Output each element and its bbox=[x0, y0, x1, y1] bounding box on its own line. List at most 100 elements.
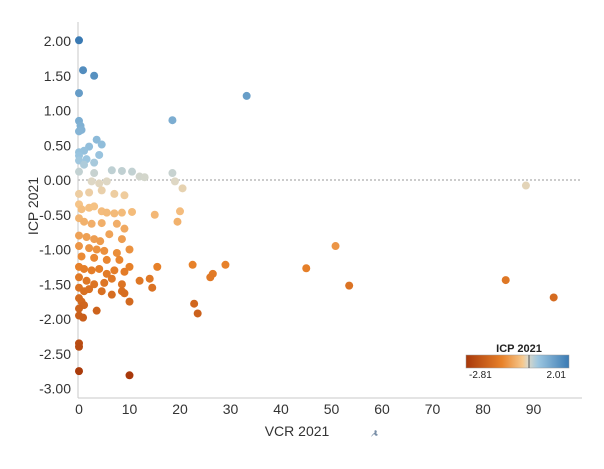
data-point[interactable] bbox=[75, 231, 83, 240]
data-point[interactable] bbox=[79, 66, 88, 75]
data-point[interactable] bbox=[100, 246, 109, 255]
data-point[interactable] bbox=[77, 205, 86, 214]
data-point[interactable] bbox=[75, 242, 83, 251]
data-point[interactable] bbox=[97, 287, 106, 296]
data-point[interactable] bbox=[302, 264, 311, 273]
data-point[interactable] bbox=[92, 306, 101, 315]
data-point[interactable] bbox=[90, 235, 99, 244]
data-point[interactable] bbox=[75, 367, 83, 376]
data-point[interactable] bbox=[95, 150, 104, 159]
data-point[interactable] bbox=[80, 217, 89, 226]
data-point[interactable] bbox=[110, 209, 119, 218]
data-point[interactable] bbox=[125, 297, 134, 306]
data-point[interactable] bbox=[193, 309, 202, 318]
data-point[interactable] bbox=[345, 281, 354, 290]
data-point[interactable] bbox=[120, 289, 129, 298]
data-point[interactable] bbox=[85, 285, 94, 294]
data-point[interactable] bbox=[102, 177, 111, 186]
data-point[interactable] bbox=[107, 290, 116, 299]
data-point[interactable] bbox=[125, 371, 134, 380]
data-point[interactable] bbox=[85, 244, 94, 253]
data-point[interactable] bbox=[107, 166, 116, 175]
data-point[interactable] bbox=[112, 219, 121, 228]
data-point[interactable] bbox=[79, 313, 88, 322]
data-point[interactable] bbox=[97, 140, 106, 149]
data-points[interactable] bbox=[75, 36, 558, 380]
data-point[interactable] bbox=[168, 116, 177, 125]
data-point[interactable] bbox=[190, 299, 199, 308]
data-point[interactable] bbox=[102, 255, 111, 264]
data-point[interactable] bbox=[501, 276, 510, 285]
data-point[interactable] bbox=[85, 188, 94, 197]
data-point[interactable] bbox=[90, 280, 99, 289]
data-point[interactable] bbox=[97, 219, 106, 228]
data-point[interactable] bbox=[168, 169, 177, 178]
data-point[interactable] bbox=[90, 169, 99, 178]
data-point[interactable] bbox=[176, 207, 184, 216]
data-point[interactable] bbox=[92, 245, 101, 254]
data-point[interactable] bbox=[75, 36, 83, 45]
data-point[interactable] bbox=[90, 71, 99, 80]
data-point[interactable] bbox=[77, 252, 86, 261]
data-point[interactable] bbox=[120, 267, 129, 276]
data-point[interactable] bbox=[82, 276, 91, 285]
data-point[interactable] bbox=[120, 224, 129, 233]
data-point[interactable] bbox=[102, 269, 111, 278]
data-point[interactable] bbox=[102, 208, 111, 217]
data-point[interactable] bbox=[145, 274, 154, 283]
data-point[interactable] bbox=[87, 177, 96, 186]
data-point[interactable] bbox=[115, 255, 124, 264]
data-point[interactable] bbox=[75, 342, 83, 351]
data-point[interactable] bbox=[75, 273, 83, 282]
color-legend[interactable]: ICP 2021 -2.81 2.01 bbox=[465, 343, 570, 381]
data-point[interactable] bbox=[549, 293, 558, 302]
data-point[interactable] bbox=[110, 189, 119, 198]
data-point[interactable] bbox=[117, 280, 126, 289]
data-point[interactable] bbox=[75, 189, 83, 198]
data-point[interactable] bbox=[173, 217, 182, 226]
data-point[interactable] bbox=[82, 232, 91, 241]
data-point[interactable] bbox=[96, 237, 105, 246]
data-point[interactable] bbox=[128, 207, 137, 216]
data-point[interactable] bbox=[221, 260, 230, 269]
data-point[interactable] bbox=[80, 160, 89, 169]
data-point[interactable] bbox=[75, 127, 83, 136]
data-point[interactable] bbox=[153, 262, 162, 271]
data-point[interactable] bbox=[97, 186, 106, 195]
data-point[interactable] bbox=[92, 135, 101, 144]
data-point[interactable] bbox=[90, 202, 99, 211]
data-point[interactable] bbox=[125, 262, 134, 271]
data-point[interactable] bbox=[120, 191, 129, 200]
data-point[interactable] bbox=[90, 253, 99, 262]
data-point[interactable] bbox=[75, 304, 83, 313]
data-point[interactable] bbox=[107, 274, 116, 283]
data-point[interactable] bbox=[80, 264, 89, 273]
data-point[interactable] bbox=[87, 219, 96, 228]
data-point[interactable] bbox=[90, 158, 99, 167]
data-point[interactable] bbox=[112, 248, 121, 257]
data-point[interactable] bbox=[521, 181, 530, 190]
data-point[interactable] bbox=[117, 235, 126, 244]
data-point[interactable] bbox=[150, 210, 159, 219]
data-point[interactable] bbox=[95, 179, 104, 188]
data-point[interactable] bbox=[242, 91, 251, 100]
data-point[interactable] bbox=[87, 266, 96, 275]
data-point[interactable] bbox=[206, 273, 215, 282]
data-point[interactable] bbox=[75, 89, 83, 98]
data-point[interactable] bbox=[117, 208, 126, 217]
data-point[interactable] bbox=[110, 266, 119, 275]
pin-icon[interactable] bbox=[371, 430, 378, 437]
data-point[interactable] bbox=[125, 245, 134, 254]
data-point[interactable] bbox=[148, 283, 157, 292]
data-point[interactable] bbox=[178, 184, 187, 193]
data-point[interactable] bbox=[95, 264, 104, 273]
data-point[interactable] bbox=[75, 167, 83, 176]
data-point[interactable] bbox=[170, 177, 179, 186]
data-point[interactable] bbox=[128, 167, 137, 176]
data-point[interactable] bbox=[188, 260, 197, 269]
data-point[interactable] bbox=[140, 173, 149, 182]
data-point[interactable] bbox=[100, 278, 109, 287]
data-point[interactable] bbox=[331, 242, 340, 251]
data-point[interactable] bbox=[117, 166, 126, 175]
data-point[interactable] bbox=[135, 276, 144, 285]
